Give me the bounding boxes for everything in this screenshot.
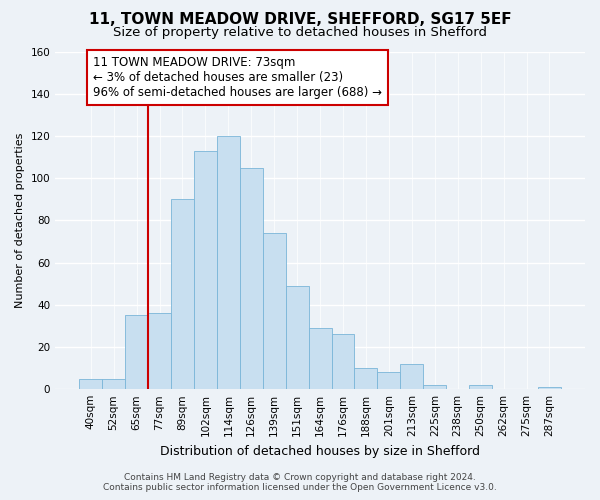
X-axis label: Distribution of detached houses by size in Shefford: Distribution of detached houses by size … (160, 444, 480, 458)
Bar (308, 328, 332, 389)
Bar (125, 316, 148, 389)
Bar (286, 286, 308, 389)
Bar (538, 387, 561, 389)
Bar (102, 378, 125, 389)
Bar (355, 368, 377, 389)
Bar (79, 378, 102, 389)
Bar (469, 385, 492, 389)
Text: 11 TOWN MEADOW DRIVE: 73sqm
← 3% of detached houses are smaller (23)
96% of semi: 11 TOWN MEADOW DRIVE: 73sqm ← 3% of deta… (93, 56, 382, 98)
Bar (194, 150, 217, 389)
Bar (377, 372, 400, 389)
Bar (217, 136, 240, 389)
Text: 11, TOWN MEADOW DRIVE, SHEFFORD, SG17 5EF: 11, TOWN MEADOW DRIVE, SHEFFORD, SG17 5E… (89, 12, 511, 28)
Text: Size of property relative to detached houses in Shefford: Size of property relative to detached ho… (113, 26, 487, 39)
Bar (263, 233, 286, 389)
Text: Contains HM Land Registry data © Crown copyright and database right 2024.
Contai: Contains HM Land Registry data © Crown c… (103, 473, 497, 492)
Y-axis label: Number of detached properties: Number of detached properties (15, 132, 25, 308)
Bar (332, 334, 355, 389)
Bar (171, 199, 194, 389)
Bar (400, 364, 423, 389)
Bar (423, 385, 446, 389)
Bar (240, 168, 263, 389)
Bar (148, 313, 171, 389)
